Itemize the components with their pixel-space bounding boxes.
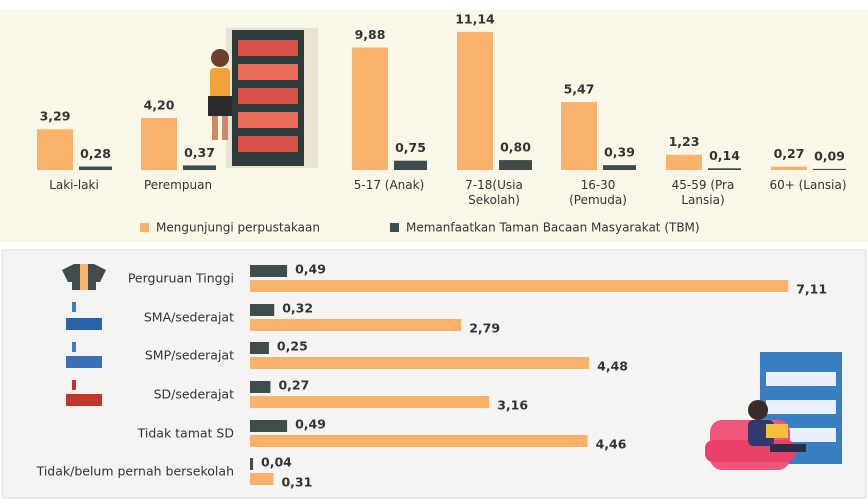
bar bbox=[250, 420, 288, 432]
value-label: 0,09 bbox=[814, 148, 845, 163]
bar bbox=[813, 168, 846, 170]
bar bbox=[37, 129, 73, 170]
y-tick-label: SMA/sederajat bbox=[144, 310, 234, 325]
bar bbox=[250, 304, 275, 316]
value-label: 0,49 bbox=[295, 262, 326, 277]
value-label: 0,28 bbox=[80, 146, 111, 161]
bar bbox=[79, 166, 112, 170]
x-tick-label: 60+ (Lansia) bbox=[769, 178, 847, 192]
bar bbox=[250, 396, 490, 408]
x-tick-label: 45-59 (Pra Lansia) bbox=[671, 178, 735, 207]
value-label: 0,25 bbox=[277, 339, 308, 354]
bar bbox=[250, 381, 271, 393]
value-label: 0,75 bbox=[395, 140, 426, 155]
bookshelf-illustration bbox=[208, 28, 318, 168]
value-label: 1,23 bbox=[669, 134, 700, 149]
bar bbox=[603, 165, 636, 170]
bar bbox=[352, 47, 388, 170]
bar bbox=[666, 154, 702, 170]
reader-illustration bbox=[705, 352, 842, 470]
legend-label: Memanfaatkan Taman Bacaan Masyarakat (TB… bbox=[406, 221, 700, 235]
value-label: 0,04 bbox=[261, 455, 292, 470]
value-label: 0,37 bbox=[184, 145, 215, 160]
y-tick-label: Perguruan Tinggi bbox=[128, 271, 234, 286]
bar bbox=[250, 342, 269, 354]
bar bbox=[250, 435, 588, 447]
value-label: 3,16 bbox=[497, 398, 528, 413]
x-tick-label: 16-30 (Pemuda) bbox=[569, 178, 627, 207]
x-tick-label: Perempuan bbox=[143, 178, 213, 192]
x-tick-label: 5-17 (Anak) bbox=[353, 178, 425, 192]
value-label: 0,27 bbox=[278, 378, 309, 393]
bar bbox=[250, 473, 274, 485]
bar bbox=[250, 280, 789, 292]
bar bbox=[457, 31, 493, 171]
value-label: 0,49 bbox=[295, 417, 326, 432]
bar bbox=[561, 102, 597, 170]
y-tick-label: SD/sederajat bbox=[154, 387, 235, 402]
value-label: 0,31 bbox=[281, 475, 312, 490]
bar bbox=[708, 168, 741, 170]
value-label: 9,88 bbox=[355, 27, 386, 42]
bar bbox=[250, 357, 590, 369]
value-label: 4,48 bbox=[597, 359, 628, 374]
bar bbox=[250, 319, 462, 331]
bar bbox=[771, 166, 807, 170]
value-label: 4,46 bbox=[596, 437, 627, 452]
value-label: 5,47 bbox=[564, 82, 595, 97]
legend-swatch bbox=[140, 223, 149, 232]
bar bbox=[141, 117, 177, 170]
value-label: 2,79 bbox=[469, 321, 500, 336]
bar bbox=[183, 165, 216, 170]
value-label: 0,80 bbox=[500, 140, 531, 155]
legend-swatch bbox=[390, 223, 399, 232]
value-label: 7,11 bbox=[796, 282, 827, 297]
bar bbox=[250, 265, 288, 277]
bar bbox=[499, 160, 532, 170]
y-tick-label: Tidak tamat SD bbox=[137, 426, 234, 441]
x-tick-label: 7-18(Usia Sekolah) bbox=[465, 178, 523, 207]
value-label: 3,29 bbox=[40, 109, 71, 124]
y-tick-label: Tidak/belum pernah bersekolah bbox=[36, 464, 234, 479]
y-tick-label: SMP/sederajat bbox=[145, 348, 234, 363]
value-label: 4,20 bbox=[144, 97, 175, 112]
value-label: 0,39 bbox=[604, 145, 635, 160]
legend-label: Mengunjungi perpustakaan bbox=[156, 221, 320, 235]
x-tick-label: Laki-laki bbox=[49, 178, 99, 192]
value-label: 11,14 bbox=[455, 11, 495, 26]
bar bbox=[394, 160, 427, 170]
value-label: 0,14 bbox=[709, 148, 740, 163]
value-label: 0,27 bbox=[774, 146, 805, 161]
value-label: 0,32 bbox=[282, 301, 313, 316]
bar bbox=[250, 458, 254, 470]
education-icons bbox=[62, 264, 106, 406]
